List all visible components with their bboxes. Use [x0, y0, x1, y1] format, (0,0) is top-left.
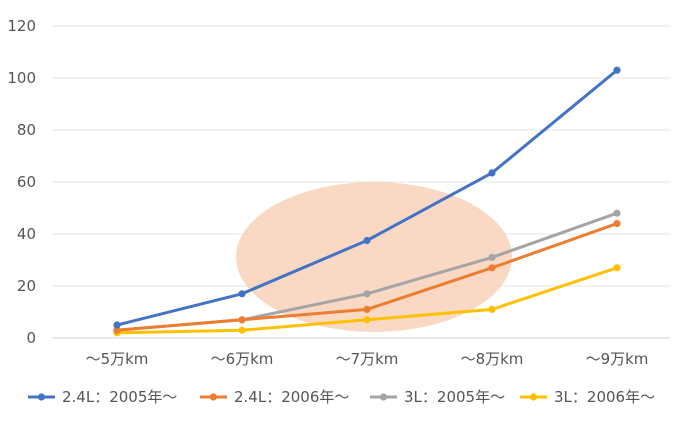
highlight-ellipse: [236, 182, 512, 332]
y-tick-label: 120: [7, 17, 36, 35]
data-point: [488, 253, 496, 261]
legend-label: 3L：2005年～: [404, 388, 505, 406]
legend-marker: [37, 393, 46, 401]
y-tick-label: 40: [17, 225, 36, 243]
x-tick-label: ～8万km: [461, 350, 524, 368]
y-tick-label: 0: [26, 329, 36, 347]
data-point: [363, 305, 371, 313]
data-point: [488, 169, 496, 177]
legend-label: 2.4L：2006年～: [234, 388, 349, 406]
data-point: [238, 326, 246, 334]
data-point: [488, 264, 496, 272]
legend-marker: [529, 393, 538, 401]
data-point: [488, 305, 496, 313]
data-point: [113, 326, 121, 334]
legend-marker: [209, 393, 218, 401]
data-point: [613, 209, 621, 217]
x-tick-label: ～7万km: [336, 350, 399, 368]
data-point: [238, 290, 246, 298]
y-tick-label: 60: [17, 173, 36, 191]
data-point: [613, 66, 621, 74]
y-tick-label: 80: [17, 121, 36, 139]
legend-label: 2.4L：2005年～: [62, 388, 177, 406]
y-tick-label: 20: [17, 277, 36, 295]
data-point: [363, 316, 371, 324]
data-point: [113, 321, 121, 329]
data-point: [613, 220, 621, 228]
x-tick-label: ～6万km: [211, 350, 274, 368]
data-point: [238, 316, 246, 324]
x-tick-label: ～9万km: [586, 350, 649, 368]
x-tick-label: ～5万km: [86, 350, 149, 368]
data-point: [613, 264, 621, 272]
data-point: [363, 236, 371, 245]
legend-label: 3L：2006年～: [554, 388, 655, 406]
data-point: [363, 290, 371, 298]
y-tick-label: 100: [7, 69, 36, 87]
legend-marker: [379, 393, 388, 401]
